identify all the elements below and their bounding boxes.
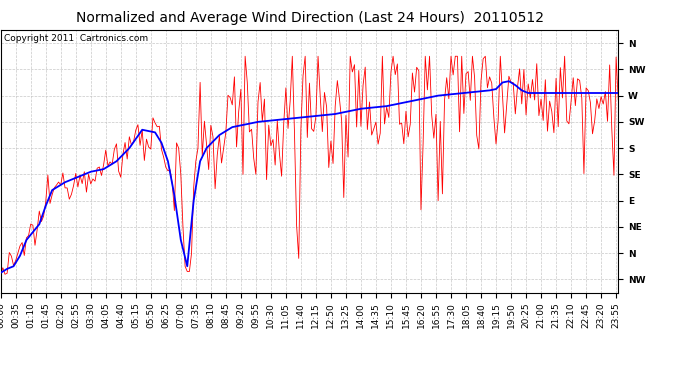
Text: Normalized and Average Wind Direction (Last 24 Hours)  20110512: Normalized and Average Wind Direction (L… bbox=[77, 11, 544, 25]
Text: Copyright 2011  Cartronics.com: Copyright 2011 Cartronics.com bbox=[3, 34, 148, 43]
